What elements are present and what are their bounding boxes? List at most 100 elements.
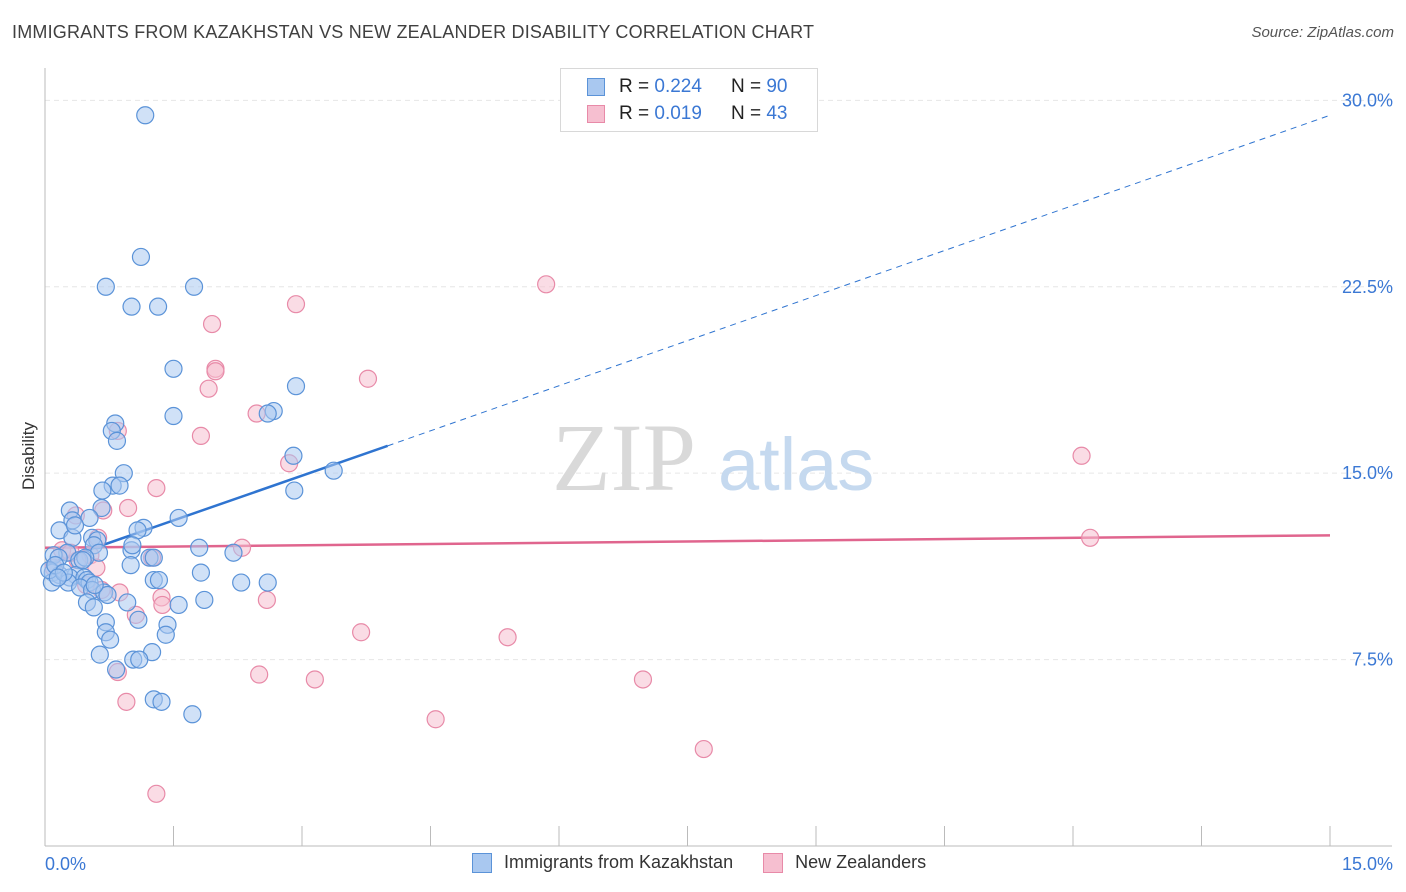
trend-line-kazakhstan-extension	[387, 114, 1331, 447]
point-kazakhstan	[65, 516, 85, 535]
point-kazakhstan	[152, 692, 171, 711]
point-kazakhstan	[92, 498, 111, 518]
point-new-zealander	[257, 590, 276, 610]
point-kazakhstan	[183, 705, 202, 724]
point-new-zealander	[358, 369, 378, 388]
point-new-zealander	[498, 628, 517, 647]
point-kazakhstan	[98, 585, 117, 605]
point-kazakhstan	[195, 590, 214, 610]
point-kazakhstan	[130, 650, 149, 669]
point-kazakhstan	[258, 573, 277, 592]
point-kazakhstan	[101, 630, 120, 649]
watermark-atlas: atlas	[718, 423, 874, 506]
point-new-zealander	[117, 692, 136, 711]
point-kazakhstan	[190, 538, 209, 557]
point-kazakhstan	[121, 556, 140, 575]
correlation-legend: R = 0.224 N = 90 R = 0.019 N = 43	[560, 68, 818, 132]
source-label: Source: ZipAtlas.com	[1251, 24, 1394, 41]
point-kazakhstan	[136, 106, 155, 125]
legend-n-label: N =	[730, 76, 762, 97]
legend-swatch-blue	[472, 852, 492, 873]
y-tick-label: 7.5%	[1352, 650, 1393, 670]
point-kazakhstan	[258, 404, 277, 423]
point-kazakhstan	[118, 593, 137, 612]
legend-r-value: 0.019	[654, 103, 702, 124]
legend-label-new-zealanders: New Zealanders	[795, 852, 927, 872]
point-kazakhstan	[169, 508, 188, 528]
watermark-zip: ZIP	[552, 404, 696, 511]
legend-n-value: 43	[766, 103, 788, 124]
point-new-zealander	[305, 670, 324, 689]
point-kazakhstan	[122, 297, 141, 316]
point-new-zealander	[147, 784, 166, 803]
point-kazakhstan	[123, 536, 142, 555]
point-kazakhstan	[169, 595, 188, 615]
point-kazakhstan	[164, 359, 183, 378]
point-kazakhstan	[48, 568, 67, 587]
point-new-zealander	[1072, 446, 1091, 465]
y-tick-label: 15.0%	[1342, 463, 1393, 483]
point-new-zealander	[250, 665, 269, 684]
point-new-zealander	[426, 710, 445, 729]
legend-n-value: 90	[766, 76, 788, 97]
point-kazakhstan	[73, 551, 92, 570]
legend-label-kazakhstan: Immigrants from Kazakhstan	[504, 852, 734, 872]
series-legend: Immigrants from Kazakhstan New Zealander…	[472, 852, 956, 873]
point-new-zealander	[1081, 528, 1100, 547]
point-kazakhstan	[156, 625, 175, 644]
point-new-zealander	[191, 426, 211, 446]
legend-swatch-blue	[587, 78, 605, 96]
point-kazakhstan	[285, 481, 304, 500]
point-kazakhstan	[129, 610, 148, 629]
point-new-zealander	[153, 595, 172, 615]
x-tick-label-min: 0.0%	[45, 854, 86, 874]
y-tick-label: 30.0%	[1342, 90, 1393, 110]
point-kazakhstan	[90, 645, 109, 664]
point-new-zealander	[118, 498, 138, 518]
point-kazakhstan	[85, 575, 104, 595]
point-kazakhstan	[148, 297, 168, 316]
point-new-zealander	[537, 275, 556, 294]
point-kazakhstan	[110, 476, 129, 495]
legend-row-series2: R = 0.019 N = 43	[587, 101, 787, 127]
point-new-zealander	[147, 478, 166, 498]
tick-labels: 7.5% 15.0% 22.5% 30.0% 0.0% 15.0%	[45, 90, 1393, 874]
legend-item-new-zealanders[interactable]: New Zealanders	[763, 852, 926, 873]
point-kazakhstan	[107, 660, 126, 679]
point-kazakhstan	[224, 543, 243, 562]
point-kazakhstan	[191, 563, 211, 582]
point-kazakhstan	[232, 573, 251, 592]
point-kazakhstan	[96, 277, 115, 296]
point-kazakhstan	[149, 570, 169, 590]
point-kazakhstan	[93, 481, 112, 500]
legend-r-value: 0.224	[654, 76, 702, 97]
legend-row-series1: R = 0.224 N = 90	[587, 74, 787, 100]
x-tick-label-max: 15.0%	[1342, 854, 1393, 874]
point-new-zealander	[286, 295, 306, 314]
legend-n-label: N =	[730, 103, 762, 124]
axes	[44, 68, 1392, 847]
y-axis-label: Disability	[19, 421, 38, 490]
trend-line-new-zealanders	[44, 534, 1331, 549]
legend-swatch-pink	[587, 105, 605, 123]
point-new-zealander	[206, 362, 225, 381]
point-kazakhstan	[144, 548, 163, 567]
legend-r-label: R =	[619, 76, 650, 97]
point-new-zealander	[202, 314, 222, 334]
point-new-zealander	[633, 670, 653, 689]
legend-r-label: R =	[619, 103, 650, 124]
point-new-zealander	[199, 379, 218, 398]
point-kazakhstan	[107, 431, 127, 450]
point-kazakhstan	[324, 461, 343, 480]
point-new-zealander	[352, 623, 371, 642]
series-immigrants-kazakhstan	[40, 106, 343, 724]
legend-swatch-pink	[763, 852, 784, 873]
point-kazakhstan	[131, 247, 151, 267]
y-tick-label: 22.5%	[1342, 277, 1393, 297]
point-kazakhstan	[184, 277, 204, 296]
point-kazakhstan	[84, 598, 103, 617]
legend-item-kazakhstan[interactable]: Immigrants from Kazakhstan	[472, 852, 733, 873]
point-kazakhstan	[286, 377, 306, 396]
point-kazakhstan	[284, 446, 303, 465]
